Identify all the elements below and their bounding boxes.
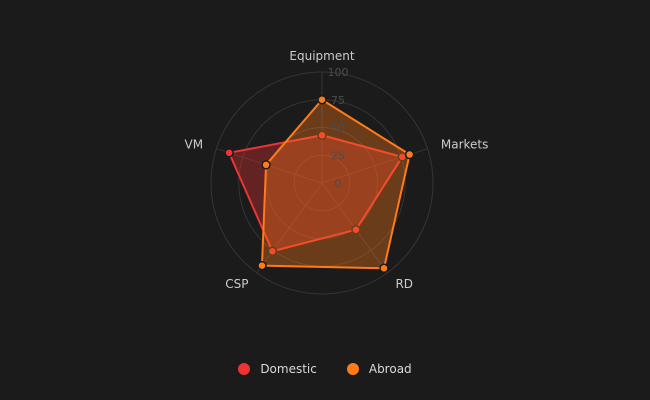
point-abroad-rd[interactable] [379,263,389,274]
point-domestic-rd[interactable] [351,224,361,235]
radar-labels: 0 25 50 75 100 Equipment Markets RD CSP VM [185,49,489,291]
indicator-label-vm: VM [185,137,204,151]
ring-label-75: 75 [331,94,345,107]
ring-label-25: 25 [331,149,345,162]
chart-legend: Domestic Abroad [0,362,650,376]
legend-label-domestic: Domestic [260,362,317,376]
axis-line-csp [256,182,323,274]
legend-label-abroad: Abroad [368,362,412,376]
ring-label-100: 100 [328,66,349,79]
point-abroad-markets[interactable] [404,149,415,160]
point-domestic-csp[interactable] [267,246,278,256]
point-abroad-csp[interactable] [257,260,267,271]
indicator-label-csp: CSP [225,277,248,291]
series-area-abroad [260,98,411,270]
indicator-label-equipment: Equipment [289,49,354,63]
point-domestic-equipment[interactable] [317,130,327,141]
point-domestic-vm[interactable] [224,148,234,158]
indicator-label-rd: RD [395,277,413,291]
legend-marker-domestic [238,363,251,375]
point-abroad-equipment[interactable] [317,95,327,105]
point-abroad-vm[interactable] [261,160,271,170]
series-abroad [257,95,415,274]
legend-item-domestic[interactable]: Domestic [238,362,317,376]
radar-series-layer [224,95,415,274]
ring-label-50: 50 [331,122,345,135]
series-domestic [224,130,407,256]
ring-label-0: 0 [335,177,342,190]
series-area-domestic [228,134,404,253]
legend-marker-abroad [346,363,359,375]
legend-item-abroad[interactable]: Abroad [346,362,412,376]
indicator-label-markets: Markets [441,137,489,151]
